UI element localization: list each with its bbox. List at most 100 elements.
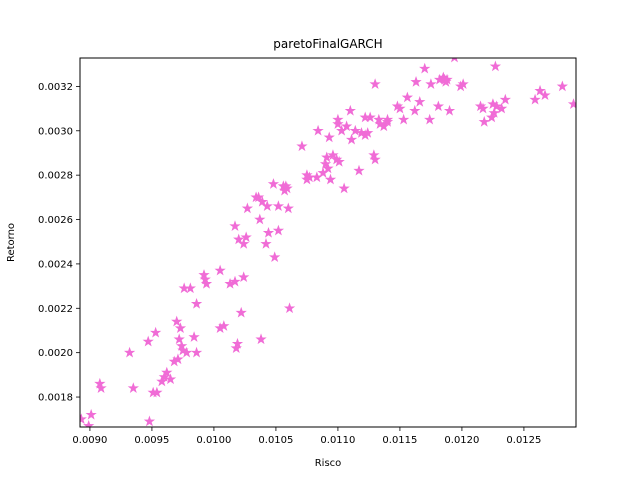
ticks-layer: 0.0090 0.0095 0.0100 0.0105 0.0110 0.0115 0.01…	[38, 82, 541, 446]
plot-area	[80, 58, 576, 427]
data-point	[477, 102, 489, 114]
x-tick-label: 0.0090	[72, 435, 107, 446]
data-point	[171, 315, 183, 327]
data-point	[190, 346, 203, 358]
data-point	[398, 113, 410, 125]
x-tick-label: 0.0115	[382, 435, 417, 446]
data-point	[368, 149, 380, 160]
data-point	[164, 373, 177, 385]
y-tick-label: 0.0018	[38, 393, 73, 404]
y-tick-label: 0.0028	[38, 171, 73, 182]
data-point	[83, 419, 95, 427]
data-point	[272, 224, 285, 236]
data-point	[95, 382, 107, 393]
data-point	[349, 124, 361, 136]
data-point	[324, 173, 337, 185]
data-point	[269, 251, 281, 263]
data-point	[378, 120, 390, 132]
data-point	[451, 58, 458, 63]
y-tick-label: 0.0030	[38, 126, 73, 137]
data-point	[231, 337, 244, 349]
data-point	[151, 386, 163, 398]
x-tick-label: 0.0120	[444, 435, 479, 446]
data-point	[256, 195, 268, 207]
data-point	[362, 127, 374, 138]
y-tick-label: 0.0026	[38, 215, 73, 226]
data-point	[409, 104, 421, 116]
data-point	[425, 78, 437, 89]
data-point	[369, 78, 381, 89]
data-point	[267, 178, 280, 189]
data-point	[529, 93, 541, 105]
x-axis-label: Risco	[315, 458, 342, 469]
data-point	[283, 302, 296, 314]
data-point	[235, 306, 247, 318]
data-point	[410, 76, 422, 87]
data-point	[218, 320, 230, 331]
data-point	[353, 164, 365, 176]
x-tick-label: 0.0105	[258, 435, 293, 446]
data-point	[143, 415, 156, 427]
data-point	[322, 162, 334, 174]
data-point	[340, 120, 353, 132]
data-point	[255, 333, 267, 345]
data-point	[127, 382, 139, 393]
data-point	[443, 104, 456, 116]
data-point	[214, 264, 226, 276]
data-point	[161, 366, 173, 378]
data-point	[262, 226, 275, 238]
data-point	[478, 115, 490, 127]
x-tick-label: 0.0095	[134, 435, 169, 446]
data-point	[254, 213, 266, 225]
data-point	[319, 158, 332, 169]
x-tick-label: 0.0110	[320, 435, 355, 446]
data-point	[240, 231, 252, 243]
data-point	[200, 277, 213, 289]
data-point	[312, 124, 324, 136]
data-point	[419, 62, 431, 74]
data-point	[238, 271, 250, 283]
data-point	[369, 153, 381, 165]
data-point	[489, 60, 502, 72]
data-point	[441, 73, 453, 85]
data-point	[332, 118, 344, 129]
data-point	[198, 269, 210, 280]
data-point	[344, 104, 356, 116]
data-point	[173, 333, 185, 345]
plot-frame	[79, 57, 577, 428]
chart-title: paretoFinalGARCH	[273, 37, 382, 51]
data-point	[364, 111, 376, 123]
data-point	[556, 80, 568, 92]
data-point	[199, 273, 211, 285]
data-point	[272, 200, 285, 212]
data-point	[323, 131, 335, 143]
data-point	[80, 413, 87, 425]
data-point	[142, 335, 154, 347]
data-point	[567, 98, 576, 109]
data-point	[229, 220, 241, 231]
data-point	[338, 182, 350, 194]
data-point	[181, 346, 193, 358]
data-point	[381, 115, 394, 127]
data-point	[495, 102, 508, 114]
data-point	[534, 84, 546, 96]
data-point	[241, 202, 254, 214]
data-point	[414, 96, 426, 107]
y-tick-label: 0.0020	[38, 348, 73, 359]
data-point	[94, 377, 106, 389]
data-point	[332, 113, 344, 125]
data-point	[321, 151, 333, 163]
data-point	[252, 191, 265, 203]
data-point	[282, 202, 294, 214]
data-point	[123, 346, 136, 358]
data-point	[394, 102, 406, 114]
data-point	[150, 326, 162, 338]
data-point	[491, 100, 503, 112]
data-point	[281, 182, 293, 194]
x-tick-label: 0.0100	[196, 435, 231, 446]
data-point	[327, 149, 339, 160]
y-axis-label: Retorno	[6, 223, 17, 262]
data-point	[176, 340, 188, 351]
data-point	[233, 233, 245, 245]
y-tick-label: 0.0032	[38, 82, 73, 93]
